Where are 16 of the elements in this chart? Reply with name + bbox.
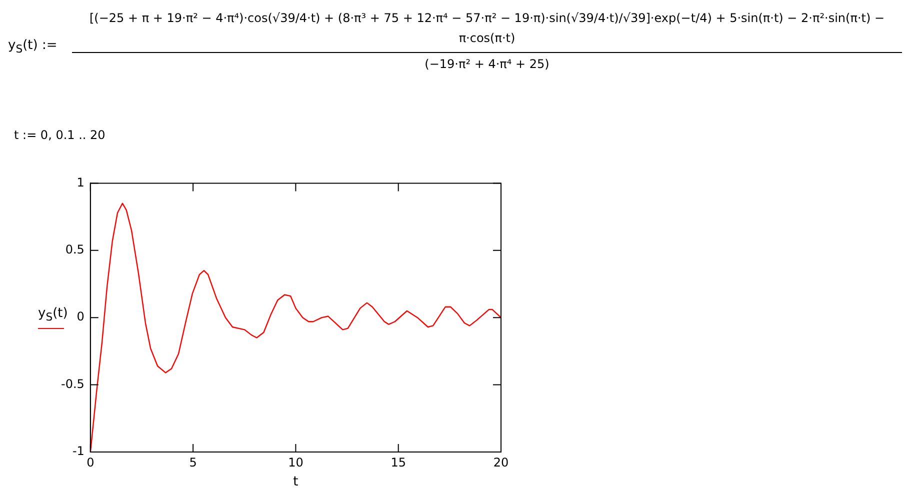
y-tick-label: -0.5 <box>60 376 84 391</box>
x-axis-title: t <box>293 474 298 490</box>
y-tick-label: 0 <box>76 310 84 324</box>
text: y$_{S}$(t) := <box>8 38 58 56</box>
y-tick-label: -1 <box>72 444 84 458</box>
x-tick-label: 0 <box>86 455 94 470</box>
x-tick-label: 5 <box>189 455 197 470</box>
y-tick-label: 1 <box>76 175 84 190</box>
x-tick-label: 15 <box>390 455 406 470</box>
x-tick-label: 20 <box>493 455 509 470</box>
y-tick-label: 0.5 <box>65 242 84 257</box>
text: [(−25 + π + 19·π² − 4·π⁴)·cos(√39/4·t) + (8·π³ + 75 + 12·π⁴ − 57·π² − 19·π)·sin(√39/4·t)/√39]·exp(−t/4) + 5·sin(π·t) − 2·π²·sin(π·t) − π·cos(π·t) <box>88 10 886 47</box>
x-tick-label: 10 <box>288 455 304 470</box>
text: (−19·π² + 4·π⁴ + 25) <box>424 56 550 71</box>
text: y$_{S}$(t) <box>38 306 68 324</box>
text: t := 0, 0.1 .. 20 <box>14 128 106 142</box>
